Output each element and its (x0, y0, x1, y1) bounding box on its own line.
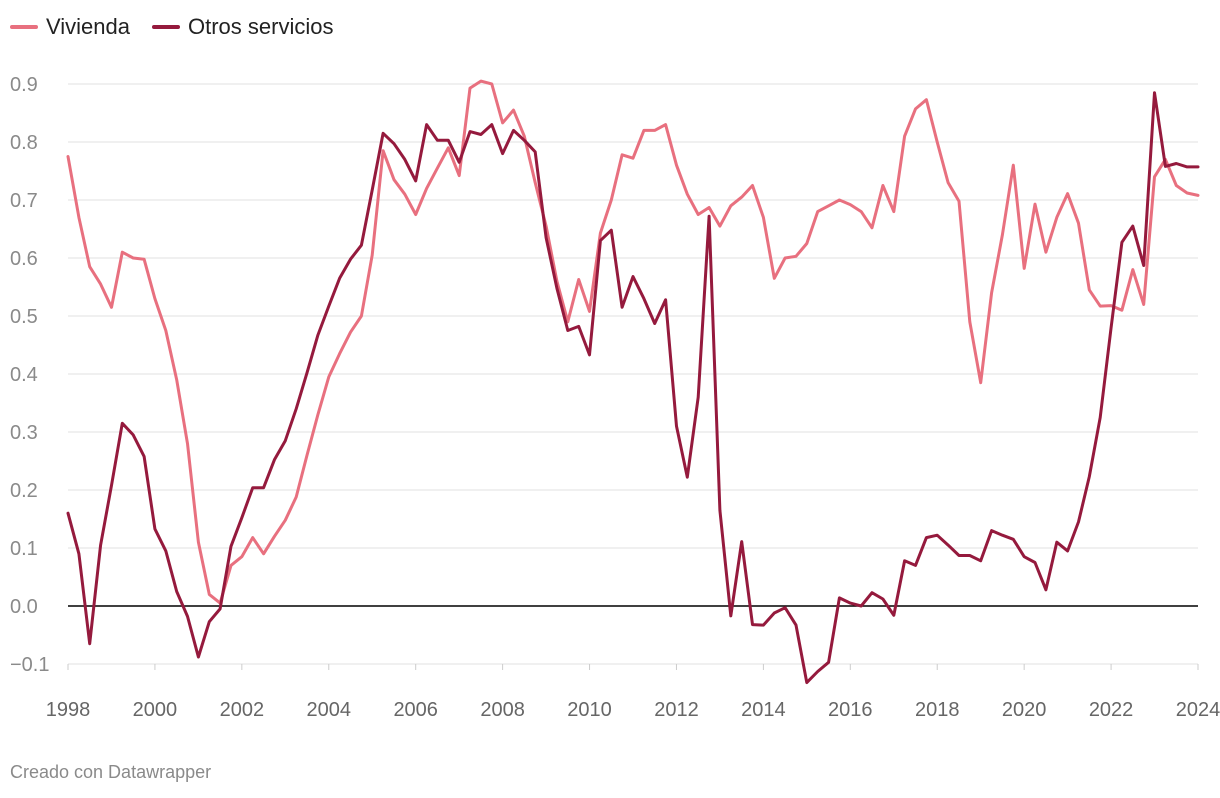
y-tick-label: 0.0 (10, 596, 38, 618)
series-line-otros-servicios (66, 91, 1200, 685)
series-line-vivienda (66, 79, 1200, 605)
y-tick-label: 0.1 (10, 538, 38, 560)
legend-swatch-otros-servicios (152, 25, 180, 29)
y-tick-label: −0.1 (10, 654, 49, 676)
x-tick-label: 2004 (307, 699, 352, 721)
x-tick-label: 2012 (654, 699, 699, 721)
y-tick-label: 0.4 (10, 364, 38, 386)
y-tick-label: 0.5 (10, 306, 38, 328)
y-tick-label: 0.3 (10, 422, 38, 444)
y-tick-label: 0.2 (10, 480, 38, 502)
x-tick-label: 2020 (1002, 699, 1047, 721)
chart-legend: Vivienda Otros servicios (10, 14, 355, 40)
x-tick-label: 2018 (915, 699, 960, 721)
y-tick-label: 0.6 (10, 248, 38, 270)
legend-label-vivienda: Vivienda (46, 14, 130, 39)
legend-item-otros-servicios: Otros servicios (152, 14, 333, 40)
x-tick-label: 2002 (220, 699, 265, 721)
x-tick-label: 2010 (567, 699, 612, 721)
y-tick-label: 0.7 (10, 190, 38, 212)
x-tick-label: 2000 (133, 699, 178, 721)
y-tick-label: 0.8 (10, 132, 38, 154)
legend-swatch-vivienda (10, 25, 38, 29)
x-tick-label: 2014 (741, 699, 786, 721)
chart-credit: Creado con Datawrapper (10, 762, 212, 782)
x-tick-label: 2008 (480, 699, 525, 721)
x-tick-label: 2006 (393, 699, 438, 721)
x-tick-label: 2022 (1089, 699, 1134, 721)
y-tick-label: 0.9 (10, 74, 38, 96)
x-tick-label: 2016 (828, 699, 873, 721)
legend-item-vivienda: Vivienda (10, 14, 130, 40)
x-tick-label: 2024 (1176, 699, 1220, 721)
x-tick-label: 1998 (46, 699, 91, 721)
legend-label-otros-servicios: Otros servicios (188, 14, 334, 39)
